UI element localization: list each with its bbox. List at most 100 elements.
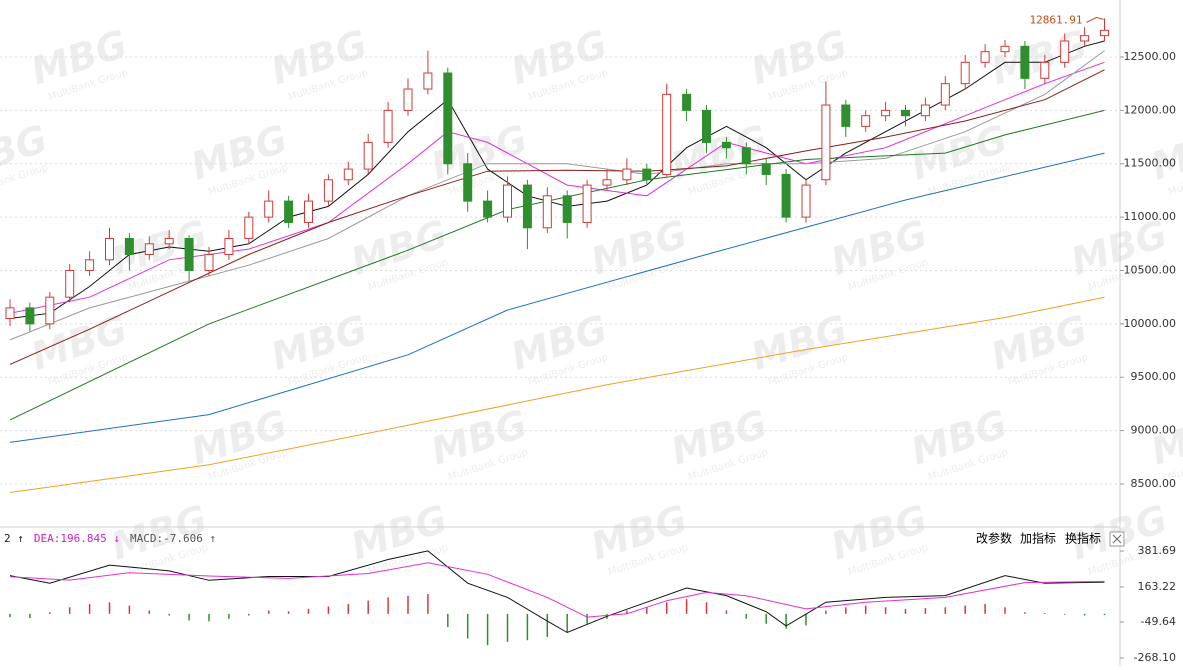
candle-body	[284, 200, 294, 223]
toolbar-button[interactable]: 换指标	[1065, 531, 1101, 546]
ma-line	[9, 69, 1105, 365]
candle-body	[503, 184, 512, 218]
candle-body	[264, 200, 274, 218]
ma-line	[9, 152, 1105, 443]
toolbar-button[interactable]: 改参数	[976, 531, 1012, 546]
macd-header: DEA:196.845 ↓	[34, 532, 120, 545]
candle-body	[124, 237, 134, 255]
y-tick-label: 11500.00	[1124, 157, 1177, 170]
candle-body	[85, 259, 95, 271]
macd-line	[9, 550, 1105, 634]
candle-body	[443, 72, 453, 165]
candle-body	[483, 200, 493, 218]
candle-body	[184, 237, 194, 271]
candle-body	[562, 195, 572, 223]
candle-body	[1000, 45, 1010, 53]
candle-body	[224, 237, 234, 255]
candle-body	[323, 179, 333, 202]
candle-body	[642, 168, 652, 181]
ma-line	[9, 296, 1105, 493]
candle-body	[702, 109, 711, 143]
macd-header: MACD:-7.606 ↑	[130, 532, 216, 545]
candle-body	[920, 104, 930, 117]
candle-body	[781, 173, 791, 218]
y-tick-label: 12000.00	[1124, 103, 1177, 116]
candle-body	[1020, 45, 1030, 79]
candle-body	[144, 243, 154, 255]
candle-body	[801, 184, 811, 218]
close-button[interactable]	[1109, 531, 1125, 547]
y-tick-label: 8500.00	[1131, 477, 1177, 490]
candle-body	[602, 179, 612, 186]
candle-body	[5, 307, 15, 320]
candle-body	[423, 72, 433, 90]
candle-body	[682, 93, 692, 111]
candle-body	[861, 115, 871, 127]
y-tick-label: 9500.00	[1131, 370, 1177, 383]
candle-body	[363, 141, 373, 170]
y-tick-label: -268.10	[1134, 651, 1176, 664]
y-tick-label: 10500.00	[1124, 263, 1177, 276]
watermark-text: MBG	[1146, 402, 1183, 474]
candle-body	[841, 104, 851, 127]
candle-body	[105, 237, 114, 261]
candle-body	[761, 163, 771, 175]
y-tick-label: 10000.00	[1124, 317, 1177, 330]
candle-body	[204, 253, 214, 271]
candle-body	[662, 93, 672, 175]
candle-body	[304, 200, 313, 223]
candle-body	[343, 168, 353, 181]
toolbar-button[interactable]: 加指标	[1020, 531, 1056, 546]
candle-body	[542, 195, 552, 229]
candle-body	[901, 109, 910, 117]
candle-body	[1040, 61, 1050, 79]
candle-body	[582, 184, 592, 223]
candle-body	[960, 61, 970, 85]
candle-body	[1060, 40, 1070, 63]
max-annotation: 12861.91	[1030, 13, 1083, 26]
y-tick-label: 12500.00	[1124, 50, 1177, 63]
annotation-arrow	[1086, 16, 1104, 23]
candle-body	[622, 168, 632, 181]
macd-line	[9, 562, 1105, 618]
candle-body	[522, 184, 532, 229]
candle-body	[741, 147, 751, 165]
watermark-text: MBG	[1146, 117, 1183, 189]
candle-body	[1100, 29, 1109, 37]
candle-body	[244, 216, 254, 239]
candle-body	[25, 307, 35, 325]
y-tick-label: 9000.00	[1131, 424, 1177, 437]
candle-body	[463, 163, 473, 202]
candle-body	[164, 237, 174, 245]
candle-body	[1080, 35, 1090, 42]
candle-body	[45, 296, 55, 325]
candle-body	[383, 109, 393, 143]
candle-body	[881, 109, 891, 117]
candle-body	[403, 88, 413, 111]
y-tick-label: 381.69	[1138, 544, 1177, 557]
